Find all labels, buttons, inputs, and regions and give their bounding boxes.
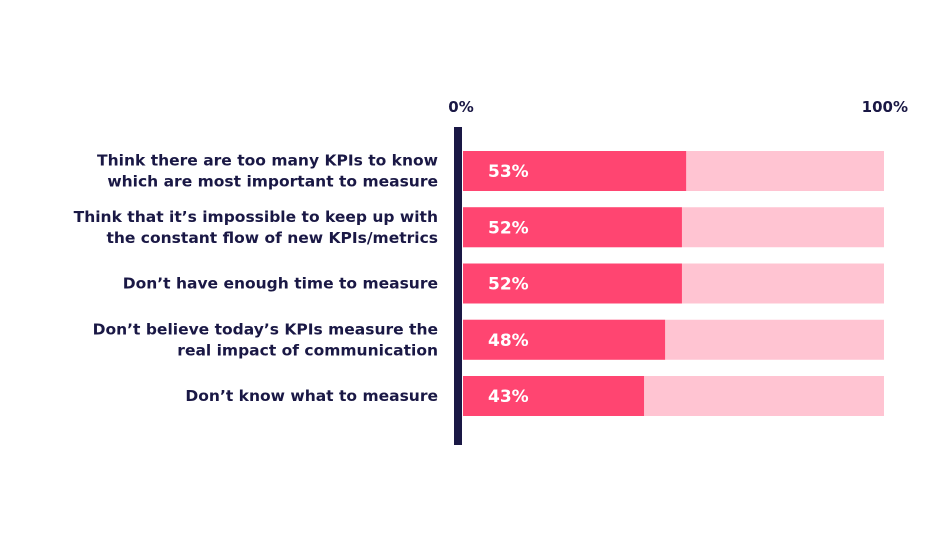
bar-2 [463,207,682,248]
category-label-4-line-1: Don’t believe today’s KPIs measure the [93,320,438,338]
category-label-5: Don’t know what to measure [185,387,438,405]
category-label-3: Don’t have enough time to measure [123,275,438,293]
category-label-4: Don’t believe today’s KPIs measure the re… [93,320,438,359]
bar-value-label-3: 52% [488,275,529,295]
category-label-1-line-1: Think there are too many KPIs to know [97,152,438,170]
category-label-3-line-1: Don’t have enough time to measure [123,275,438,293]
category-label-1-line-2: which are most important to measure [107,173,438,191]
category-label-2-line-2: the constant flow of new KPIs/metrics [106,229,438,247]
bar-value-label-2: 52% [488,218,529,238]
category-label-2-line-1: Think that it’s impossible to keep up wi… [74,208,438,226]
y-axis-line [454,127,462,445]
bar-4 [463,319,666,360]
category-label-2: Think that it’s impossible to keep up wi… [74,208,438,247]
tick-label-1: 0% [448,98,473,116]
bar-5 [463,376,645,416]
bar-value-label-1: 53% [488,162,529,182]
bar-value-label-4: 48% [488,331,529,351]
category-label-1: Think there are too many KPIs to know whi… [97,152,438,191]
bar-3 [463,263,682,304]
bar-1 [463,151,687,191]
tick-label-2: 100% [862,98,908,116]
category-label-5-line-1: Don’t know what to measure [185,387,438,405]
bar-value-label-5: 43% [488,387,529,407]
category-label-4-line-2: real impact of communication [177,341,438,359]
